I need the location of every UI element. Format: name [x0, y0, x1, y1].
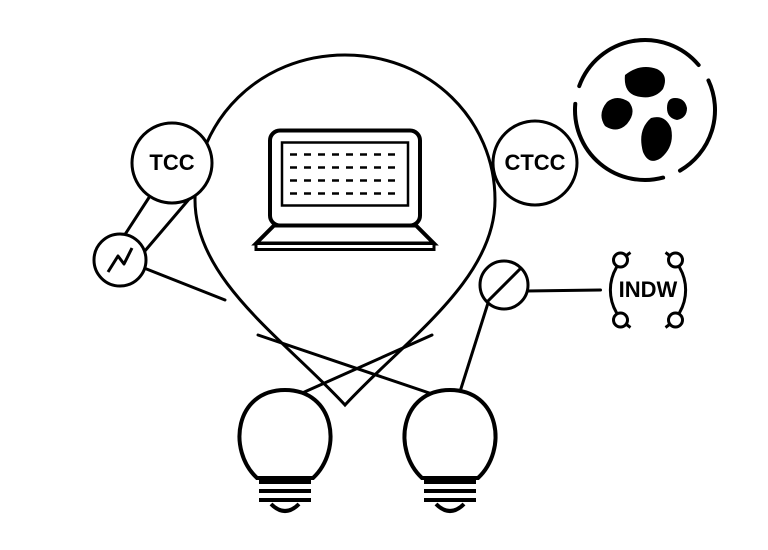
diagram-canvas: TCC CTCC INDW	[0, 0, 768, 550]
node-indw: INDW	[610, 253, 685, 328]
tcc-label: TCC	[149, 150, 194, 175]
node-tcc: TCC	[132, 123, 212, 203]
globe-icon	[575, 40, 715, 180]
ctcc-label: CTCC	[504, 150, 565, 175]
bulb-right-icon	[404, 390, 495, 511]
node-slash	[480, 261, 528, 309]
bulb-left-icon	[239, 390, 330, 511]
laptop-icon	[256, 131, 434, 250]
indw-label: INDW	[619, 277, 678, 302]
node-bolt	[94, 234, 146, 286]
node-ctcc: CTCC	[493, 121, 577, 205]
